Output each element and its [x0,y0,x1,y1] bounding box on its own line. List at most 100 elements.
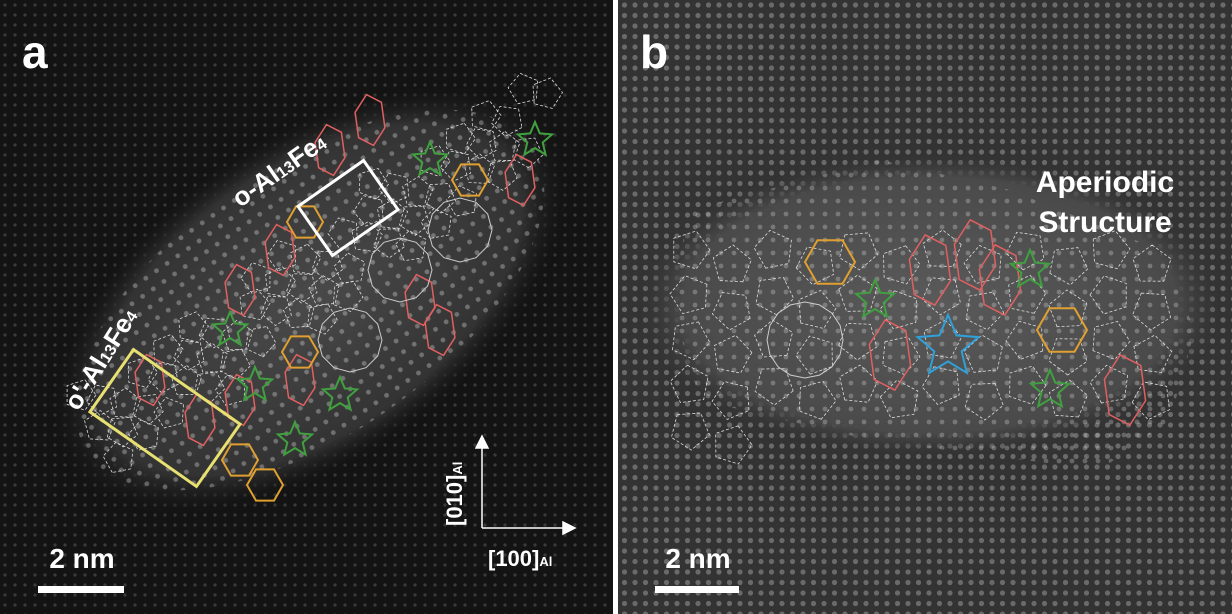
tile [170,365,203,395]
tile [1009,365,1047,405]
annotation: Structure [1038,206,1171,239]
tile [219,348,251,380]
scale-bar [38,586,124,593]
tile [754,319,793,358]
star-tile [410,139,450,177]
tile [512,137,544,169]
tile [923,319,963,359]
tile [260,295,292,326]
tile [868,318,912,392]
tile [153,334,184,366]
panel-b: Aperiodic Structure b 2 nm [618,0,1232,614]
tile [332,280,364,312]
tile [307,303,338,335]
tile [879,290,918,330]
tile [1005,231,1045,271]
tile [921,366,960,405]
axis-label: [100]Al [488,546,552,571]
tile [424,183,456,214]
tile [1035,307,1089,353]
tile [713,334,753,374]
tile [463,153,495,184]
star-tile [515,119,555,157]
tile [376,198,409,230]
tile [132,394,164,425]
tile [311,250,344,281]
tile [908,233,952,307]
star-tile [853,277,897,319]
tile [879,379,919,419]
star-tile [275,419,315,457]
tile [486,160,518,191]
tile [1089,275,1127,315]
tile [953,218,997,292]
tile [711,292,751,331]
tile [399,205,431,236]
tile [1132,244,1172,282]
tile [1049,379,1088,418]
tile [1103,353,1147,427]
tile [215,374,246,406]
tile [264,266,296,298]
tile [922,229,962,267]
tile [753,229,792,269]
tile [532,77,563,109]
tile [963,245,1002,284]
tile [266,239,297,272]
tile [245,326,277,358]
star-tile [915,312,981,376]
tile [285,205,325,239]
tile [838,322,878,361]
tile [504,153,536,207]
tile [66,379,97,411]
tile [264,223,296,277]
tile [178,311,209,343]
tile [450,163,490,197]
star-tile [1008,247,1052,289]
axis-label: [010]Al [442,462,467,526]
tile [109,387,141,418]
tile [427,197,493,263]
tile [280,335,320,369]
tile [198,317,231,349]
tile [446,122,476,155]
tile [803,239,857,285]
axis-arrows [474,434,577,536]
star-tile [210,309,250,347]
tile [353,195,384,227]
tile [402,176,434,207]
tile [367,237,433,303]
star-tile [1028,367,1072,409]
tile [471,100,502,132]
tile [420,207,452,239]
tile [965,291,1005,331]
tile [378,172,410,205]
scale-bar-label: 2 nm [665,543,730,574]
tile [672,321,711,361]
tile [395,230,427,262]
tile [491,105,523,137]
tile [488,131,521,162]
tile [317,307,383,373]
divider [613,0,618,614]
tile [755,276,795,316]
tile [196,342,228,373]
tile [358,168,389,200]
tile [245,468,285,502]
annotation: Aperiodic [1036,166,1174,199]
tile [882,336,921,375]
tile [922,277,961,316]
tile [838,274,878,312]
tile [798,290,837,329]
tile [220,443,260,477]
tile [1048,289,1088,328]
star-tile [235,364,275,402]
tile [314,123,346,177]
tile [1005,320,1044,360]
phase-label: o-Al13Fe4 [226,127,331,213]
tile [354,93,386,147]
tile [1089,364,1129,404]
tile [1092,321,1131,360]
tile [84,410,116,441]
